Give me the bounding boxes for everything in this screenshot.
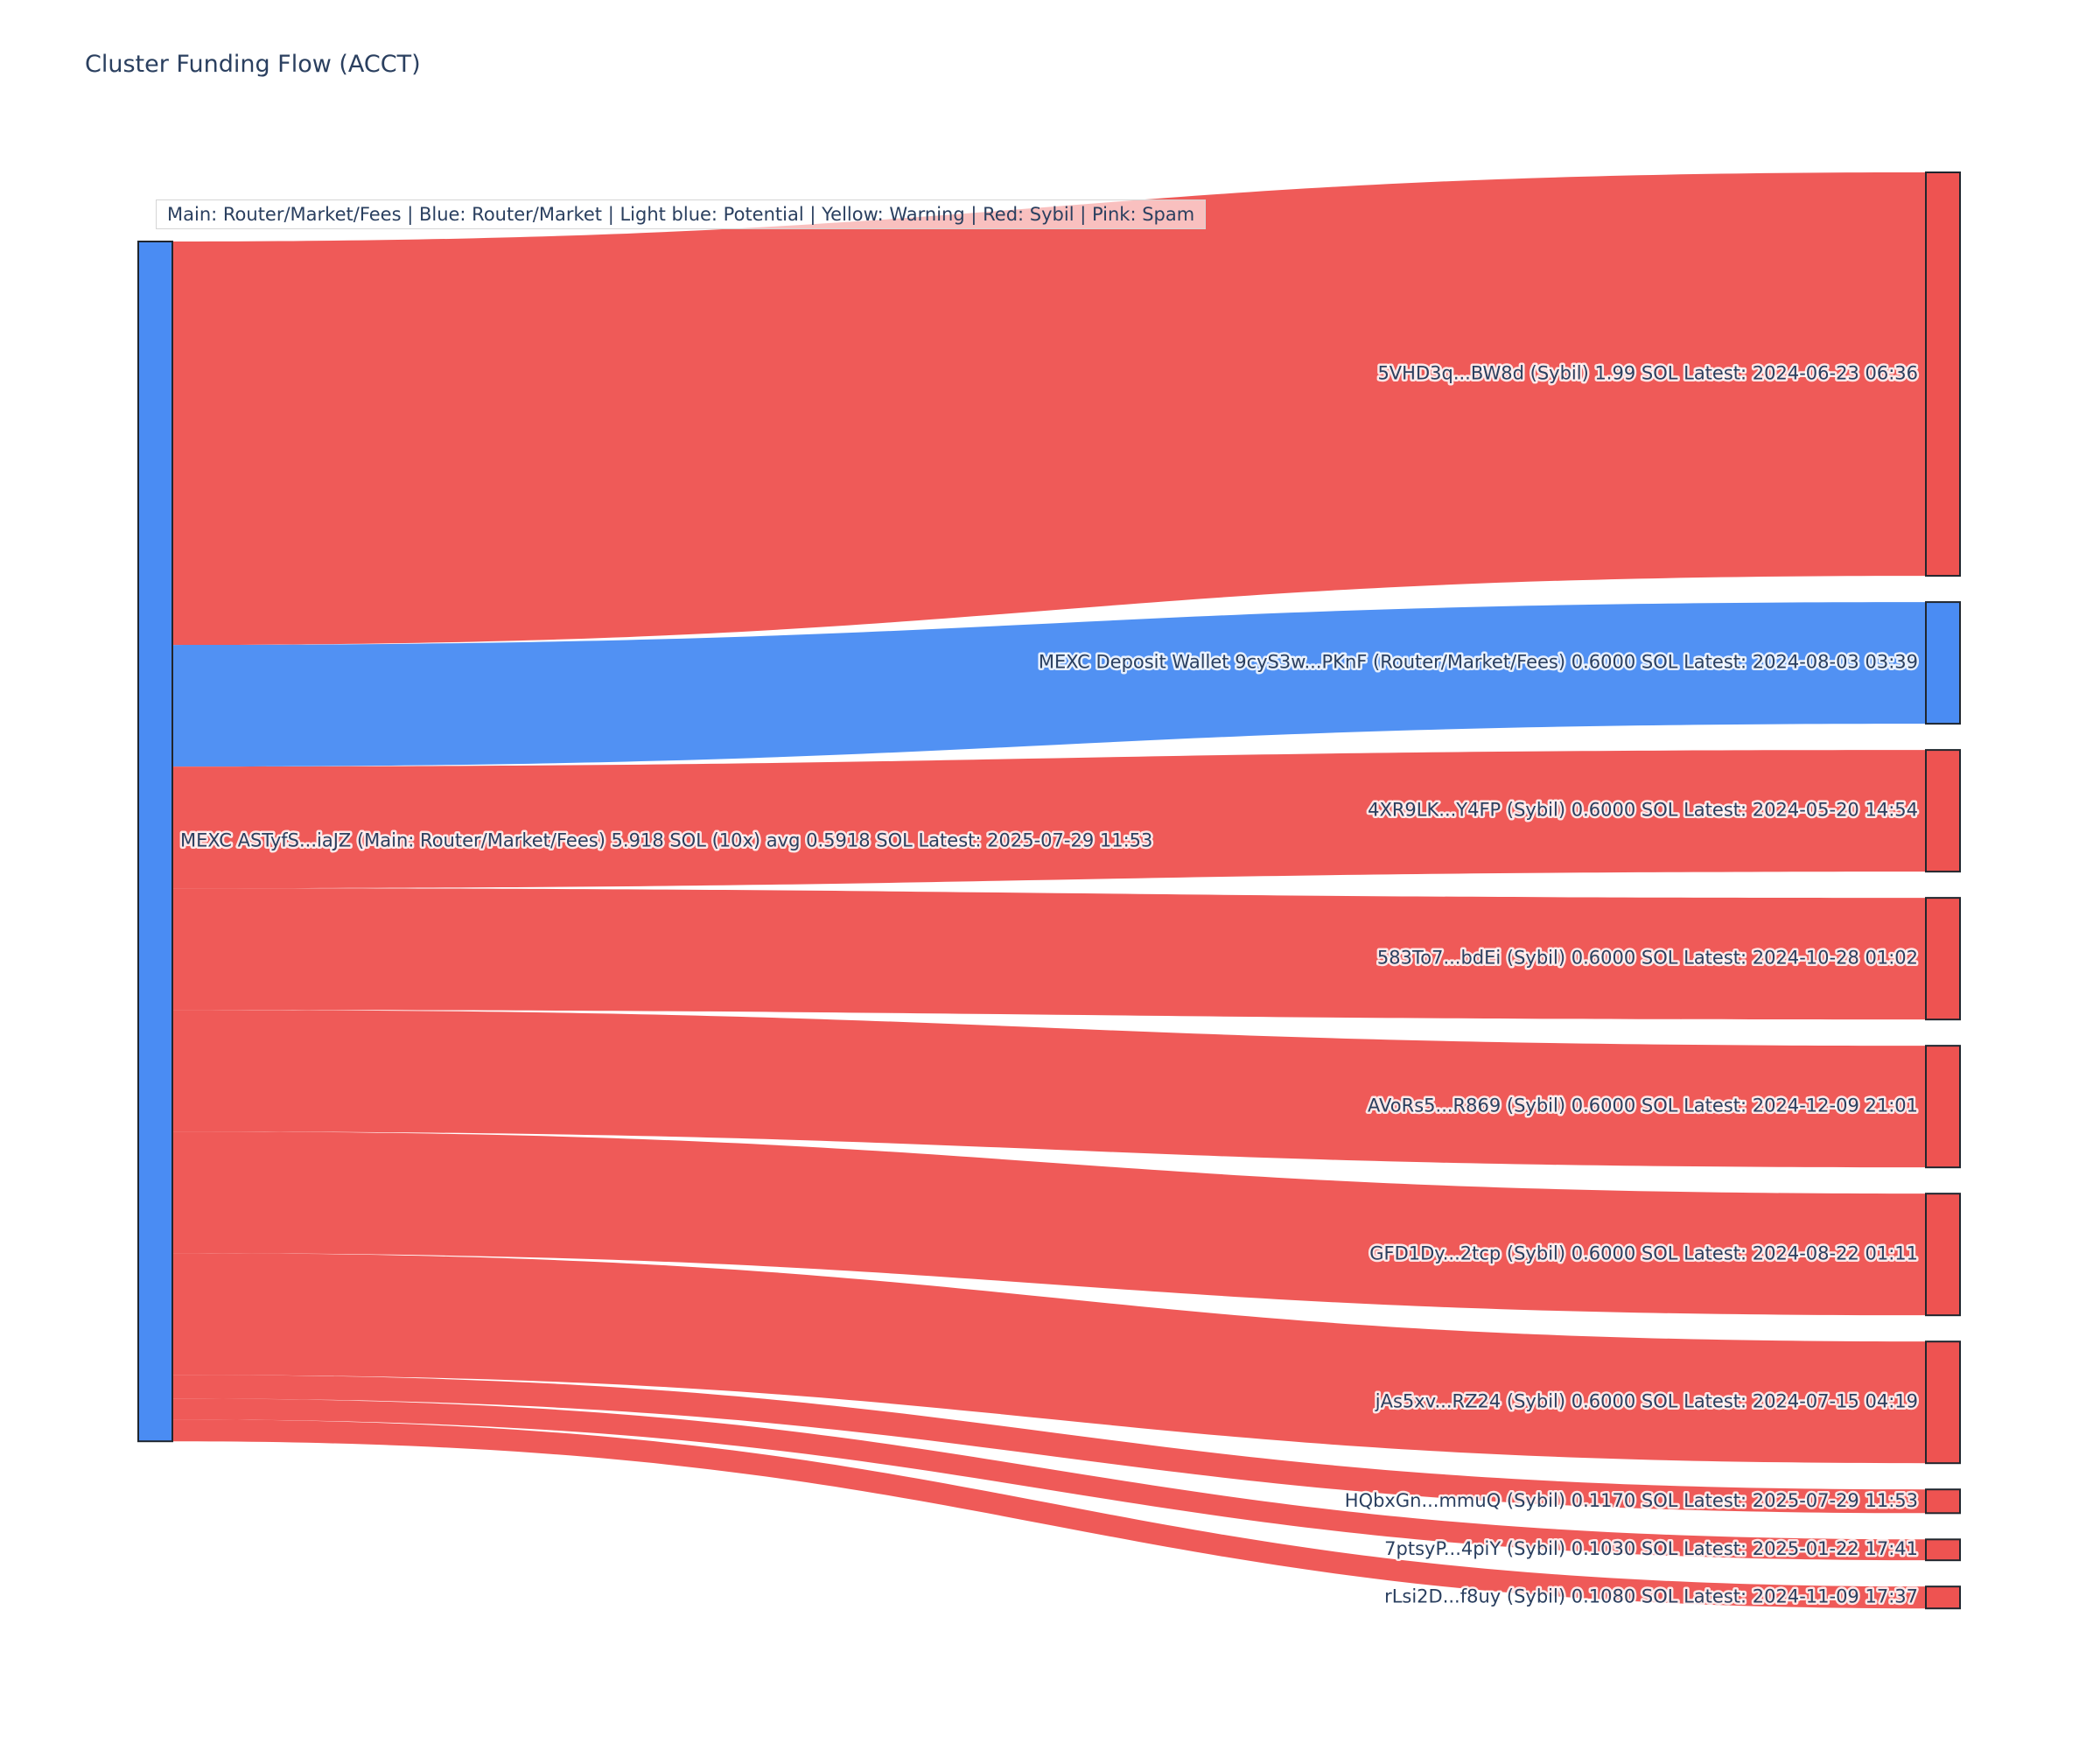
sankey-target-node-9[interactable]: [1925, 1538, 1961, 1562]
sankey-link-5[interactable]: [172, 1010, 1926, 1168]
target-node-label-2: MEXC Deposit Wallet 9cyS3w...PKnF (Route…: [1039, 652, 1918, 673]
sankey-target-node-3[interactable]: [1925, 749, 1961, 873]
sankey-source-node[interactable]: [137, 241, 173, 1443]
sankey-link-1[interactable]: [172, 172, 1926, 646]
target-node-label-6: GFD1Dy...2tcp (Sybil) 0.6000 SOL Latest:…: [1369, 1243, 1918, 1264]
sankey-link-10[interactable]: [172, 1419, 1926, 1609]
source-node-label: MEXC ASTyfS...iaJZ (Main: Router/Market/…: [180, 830, 1152, 851]
sankey-link-4[interactable]: [172, 888, 1926, 1020]
sankey-link-2[interactable]: [172, 602, 1926, 767]
sankey-target-node-4[interactable]: [1925, 897, 1961, 1021]
sankey-link-3[interactable]: [172, 750, 1926, 889]
sankey-target-node-8[interactable]: [1925, 1488, 1961, 1515]
sankey-link-7[interactable]: [172, 1253, 1926, 1464]
sankey-target-node-6[interactable]: [1925, 1193, 1961, 1317]
sankey-link-9[interactable]: [172, 1398, 1926, 1561]
chart-title: Cluster Funding Flow (ACCT): [85, 51, 421, 78]
target-node-label-5: AVoRs5...R869 (Sybil) 0.6000 SOL Latest:…: [1368, 1096, 1918, 1116]
sankey-target-node-5[interactable]: [1925, 1045, 1961, 1169]
sankey-target-node-1[interactable]: [1925, 172, 1961, 578]
target-node-label-9: 7ptsyP...4piY (Sybil) 0.1030 SOL Latest:…: [1384, 1538, 1918, 1559]
sankey-target-node-2[interactable]: [1925, 601, 1961, 725]
target-node-label-1: 5VHD3q...BW8d (Sybil) 1.99 SOL Latest: 2…: [1377, 363, 1918, 384]
sankey-target-node-10[interactable]: [1925, 1586, 1961, 1610]
sankey-link-6[interactable]: [172, 1131, 1926, 1316]
color-legend: Main: Router/Market/Fees | Blue: Router/…: [156, 200, 1207, 229]
sankey-target-node-7[interactable]: [1925, 1340, 1961, 1465]
target-node-label-3: 4XR9LK...Y4FP (Sybil) 0.6000 SOL Latest:…: [1368, 800, 1918, 821]
target-node-label-10: rLsi2D...f8uy (Sybil) 0.1080 SOL Latest:…: [1384, 1586, 1918, 1607]
target-node-label-4: 583To7...bdEi (Sybil) 0.6000 SOL Latest:…: [1377, 948, 1918, 969]
sankey-link-8[interactable]: [172, 1375, 1926, 1514]
target-node-label-8: HQbxGn...mmuQ (Sybil) 0.1170 SOL Latest:…: [1345, 1490, 1918, 1511]
target-node-label-7: jAs5xv...RZ24 (Sybil) 0.6000 SOL Latest:…: [1375, 1391, 1918, 1412]
